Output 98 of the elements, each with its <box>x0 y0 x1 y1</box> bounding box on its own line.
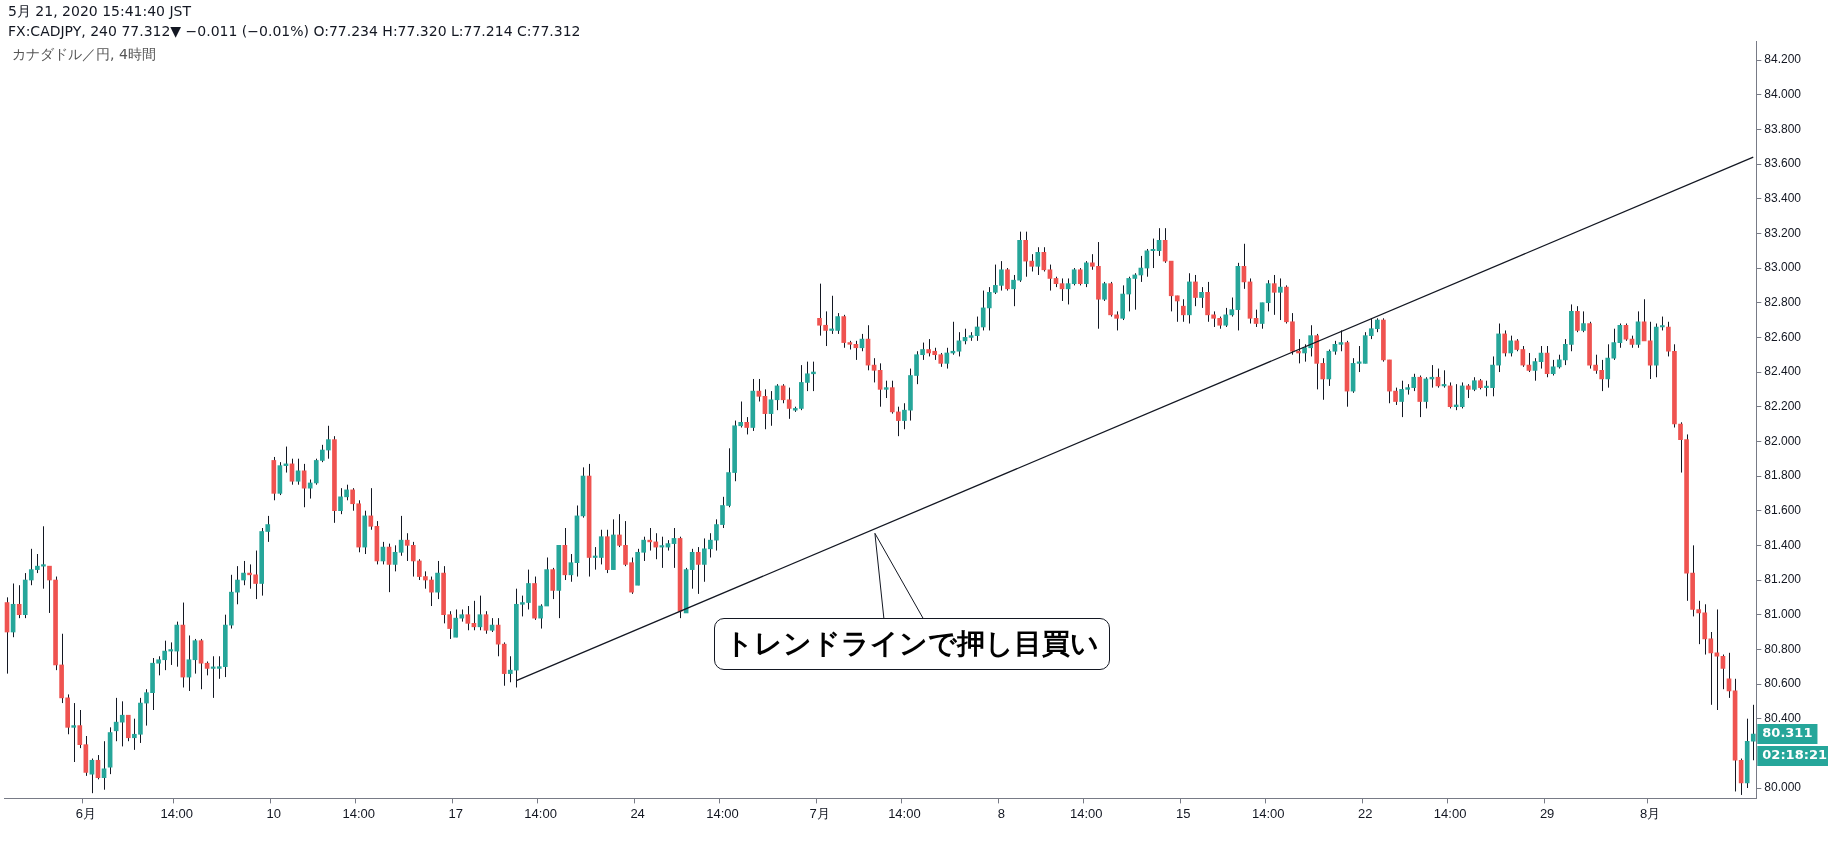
candlestick <box>980 290 986 331</box>
y-tick-label: 83.200 <box>1764 225 1802 240</box>
y-tick-label: 82.800 <box>1764 295 1802 310</box>
y-tick-label: 81.800 <box>1764 468 1802 483</box>
candlestick <box>1714 608 1720 711</box>
candlestick <box>429 576 434 607</box>
y-tick-label: 80.800 <box>1764 641 1802 656</box>
candlestick <box>1047 264 1053 292</box>
x-tick-label: 14:00 <box>888 805 921 821</box>
candlestick <box>507 655 513 683</box>
y-tick-label: 80.000 <box>1764 780 1802 795</box>
candlestick <box>689 548 695 590</box>
y-tick-label: 83.000 <box>1764 260 1802 275</box>
candlestick <box>1180 298 1186 323</box>
candlestick <box>77 709 83 749</box>
y-tick-label: 81.600 <box>1764 503 1802 517</box>
candlestick <box>1502 329 1507 357</box>
candlestick <box>653 532 659 560</box>
y-tick-label: 80.400 <box>1764 710 1802 725</box>
candlestick <box>1205 281 1210 323</box>
text: 02:18:21 <box>1762 747 1827 763</box>
x-tick-label: 22 <box>1357 805 1373 821</box>
candlestick <box>1581 310 1586 333</box>
candlestick <box>435 560 440 600</box>
candlestick <box>1278 277 1283 321</box>
candlestick <box>1035 246 1041 276</box>
candlestick <box>125 714 131 742</box>
x-tick-label: 14:00 <box>160 805 194 821</box>
candlestick <box>241 560 246 586</box>
x-tick-label: 8月 <box>1640 805 1661 821</box>
y-tick-label: 82.200 <box>1764 399 1802 414</box>
x-tick-label: 17 <box>448 805 463 821</box>
candlestick <box>1083 260 1089 288</box>
x-tick-label: 24 <box>630 805 645 821</box>
x-tick-label: 14:00 <box>342 805 375 821</box>
y-tick-label: 80.600 <box>1764 676 1802 691</box>
annotation: トレンドラインで押し目買い <box>713 618 1110 671</box>
y-tick-label: 82.400 <box>1764 364 1802 379</box>
y-tick-label: 83.800 <box>1764 121 1802 136</box>
candlestick <box>1023 231 1028 278</box>
candlestick <box>1459 381 1465 409</box>
candlestick <box>1271 274 1277 316</box>
candlestick <box>1508 335 1514 357</box>
candlestick <box>695 546 701 595</box>
x-tick-label: 14:00 <box>1251 805 1285 821</box>
candlestick <box>47 565 52 614</box>
y-tick-label: 81.000 <box>1764 607 1802 621</box>
candlestick <box>113 697 119 742</box>
candlestick <box>1199 286 1204 309</box>
y-tick-label: 82.000 <box>1764 433 1802 448</box>
candlestick <box>1296 338 1301 364</box>
x-tick-label: 7月 <box>809 805 830 821</box>
candlestick <box>647 527 653 552</box>
text: FX:CADJPY, 240 77.312▼ −0.011 (−0.01%) O:77.234 H:77.320 L:77.214 C:77.312 <box>8 23 581 39</box>
candlestick <box>235 565 240 605</box>
chart-subtitle: 5月 21, 2020 15:41:40 JST <box>8 3 192 21</box>
candlestick <box>71 702 77 763</box>
x-tick-label: 10 <box>266 805 282 821</box>
y-tick-label: 83.600 <box>1764 156 1802 171</box>
candlestick <box>1005 267 1010 292</box>
y-tick-label: 83.400 <box>1764 191 1802 206</box>
candlestick <box>538 603 543 630</box>
candlestick <box>1265 279 1271 312</box>
candlestick <box>1223 307 1229 328</box>
candlestick <box>119 700 125 747</box>
x-tick-label: 14:00 <box>1070 805 1103 821</box>
y-tick-label: 84.200 <box>1764 52 1802 67</box>
x-tick-label: 14:00 <box>706 805 739 821</box>
candlestick <box>465 605 471 631</box>
y-tick-label: 84.000 <box>1764 87 1802 102</box>
y-tick-label: 81.200 <box>1764 572 1802 587</box>
candlestick <box>1575 305 1580 333</box>
text: 80.311 <box>1762 725 1813 741</box>
x-tick-label: 29 <box>1539 805 1555 821</box>
candlestick <box>902 402 907 430</box>
x-tick-label: 15 <box>1176 805 1191 821</box>
candlestick <box>1338 329 1344 352</box>
candlestick <box>1193 274 1198 307</box>
y-tick-label: 82.600 <box>1764 329 1802 344</box>
candlestick <box>550 567 556 600</box>
candlestick <box>307 479 313 500</box>
x-tick-label: 8 <box>997 805 1006 821</box>
candlestick <box>786 387 792 420</box>
chart-title: カナダドル／円, 4時間 <box>12 46 156 64</box>
candlestick <box>1708 631 1714 706</box>
candlestick <box>295 458 301 486</box>
x-tick-label: 14:00 <box>524 805 557 821</box>
candlestick <box>1229 297 1235 318</box>
candlestick <box>1532 357 1538 382</box>
x-tick-label: 6月 <box>75 805 96 821</box>
candlestick <box>1102 281 1107 302</box>
y-tick-label: 81.400 <box>1764 537 1802 552</box>
candlestick <box>896 406 901 437</box>
candlestick <box>326 425 331 460</box>
candlestick <box>41 525 46 590</box>
candlestick <box>453 608 459 638</box>
candlestick <box>1114 310 1119 331</box>
x-tick-label: 14:00 <box>1433 805 1467 821</box>
